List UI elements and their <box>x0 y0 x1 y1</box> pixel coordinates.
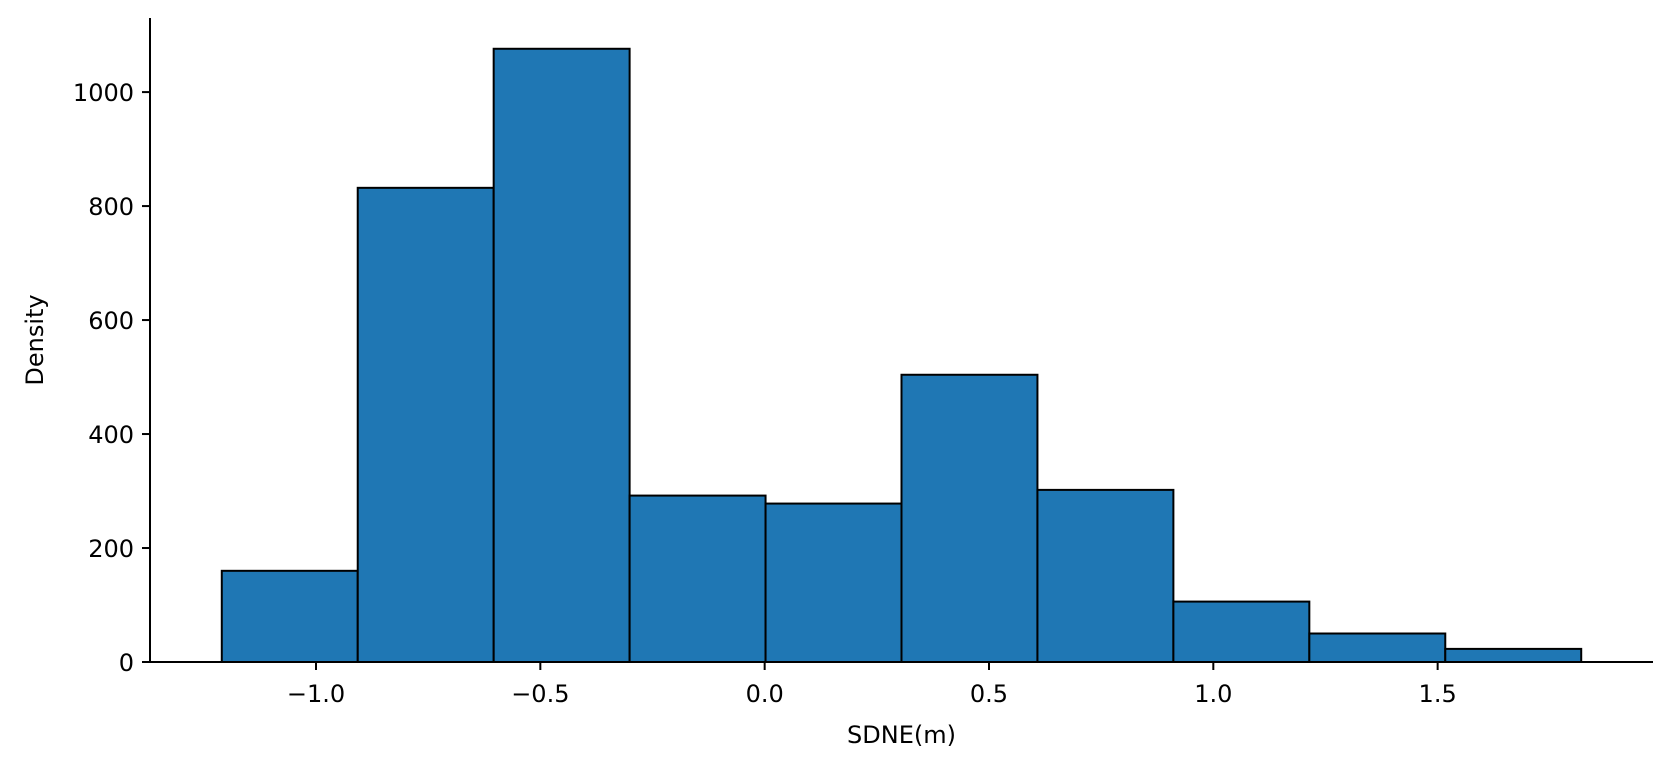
x-tick-label: −1.0 <box>287 680 345 708</box>
histogram-bars <box>220 47 1583 664</box>
x-axis-ticks: −1.0 −0.5 0.0 0.5 1.0 1.5 <box>287 662 1457 708</box>
y-tick-label: 400 <box>88 421 134 449</box>
histogram-bar <box>220 569 359 663</box>
y-tick-label: 800 <box>88 193 134 221</box>
histogram-bar <box>628 494 767 663</box>
histogram-bar <box>1036 488 1175 663</box>
x-tick-label: −0.5 <box>511 680 569 708</box>
x-tick-label: 0.5 <box>970 680 1008 708</box>
histogram-bar <box>1172 600 1311 663</box>
x-axis-label: SDNE(m) <box>847 721 956 749</box>
y-tick-label: 600 <box>88 307 134 335</box>
histogram-bar <box>900 373 1039 663</box>
histogram-bar <box>1308 632 1447 663</box>
histogram-bar <box>764 502 903 663</box>
y-axis-label: Density <box>21 294 49 385</box>
histogram-bar <box>492 47 631 664</box>
x-tick-label: 0.0 <box>746 680 784 708</box>
histogram-bar <box>1444 647 1583 663</box>
x-tick-label: 1.0 <box>1194 680 1232 708</box>
y-tick-label: 0 <box>119 649 134 677</box>
y-tick-label: 1000 <box>73 79 134 107</box>
histogram-bar <box>356 186 495 664</box>
x-tick-label: 1.5 <box>1419 680 1457 708</box>
y-axis-ticks: 0 200 400 600 800 1000 <box>73 79 150 677</box>
y-tick-label: 200 <box>88 535 134 563</box>
